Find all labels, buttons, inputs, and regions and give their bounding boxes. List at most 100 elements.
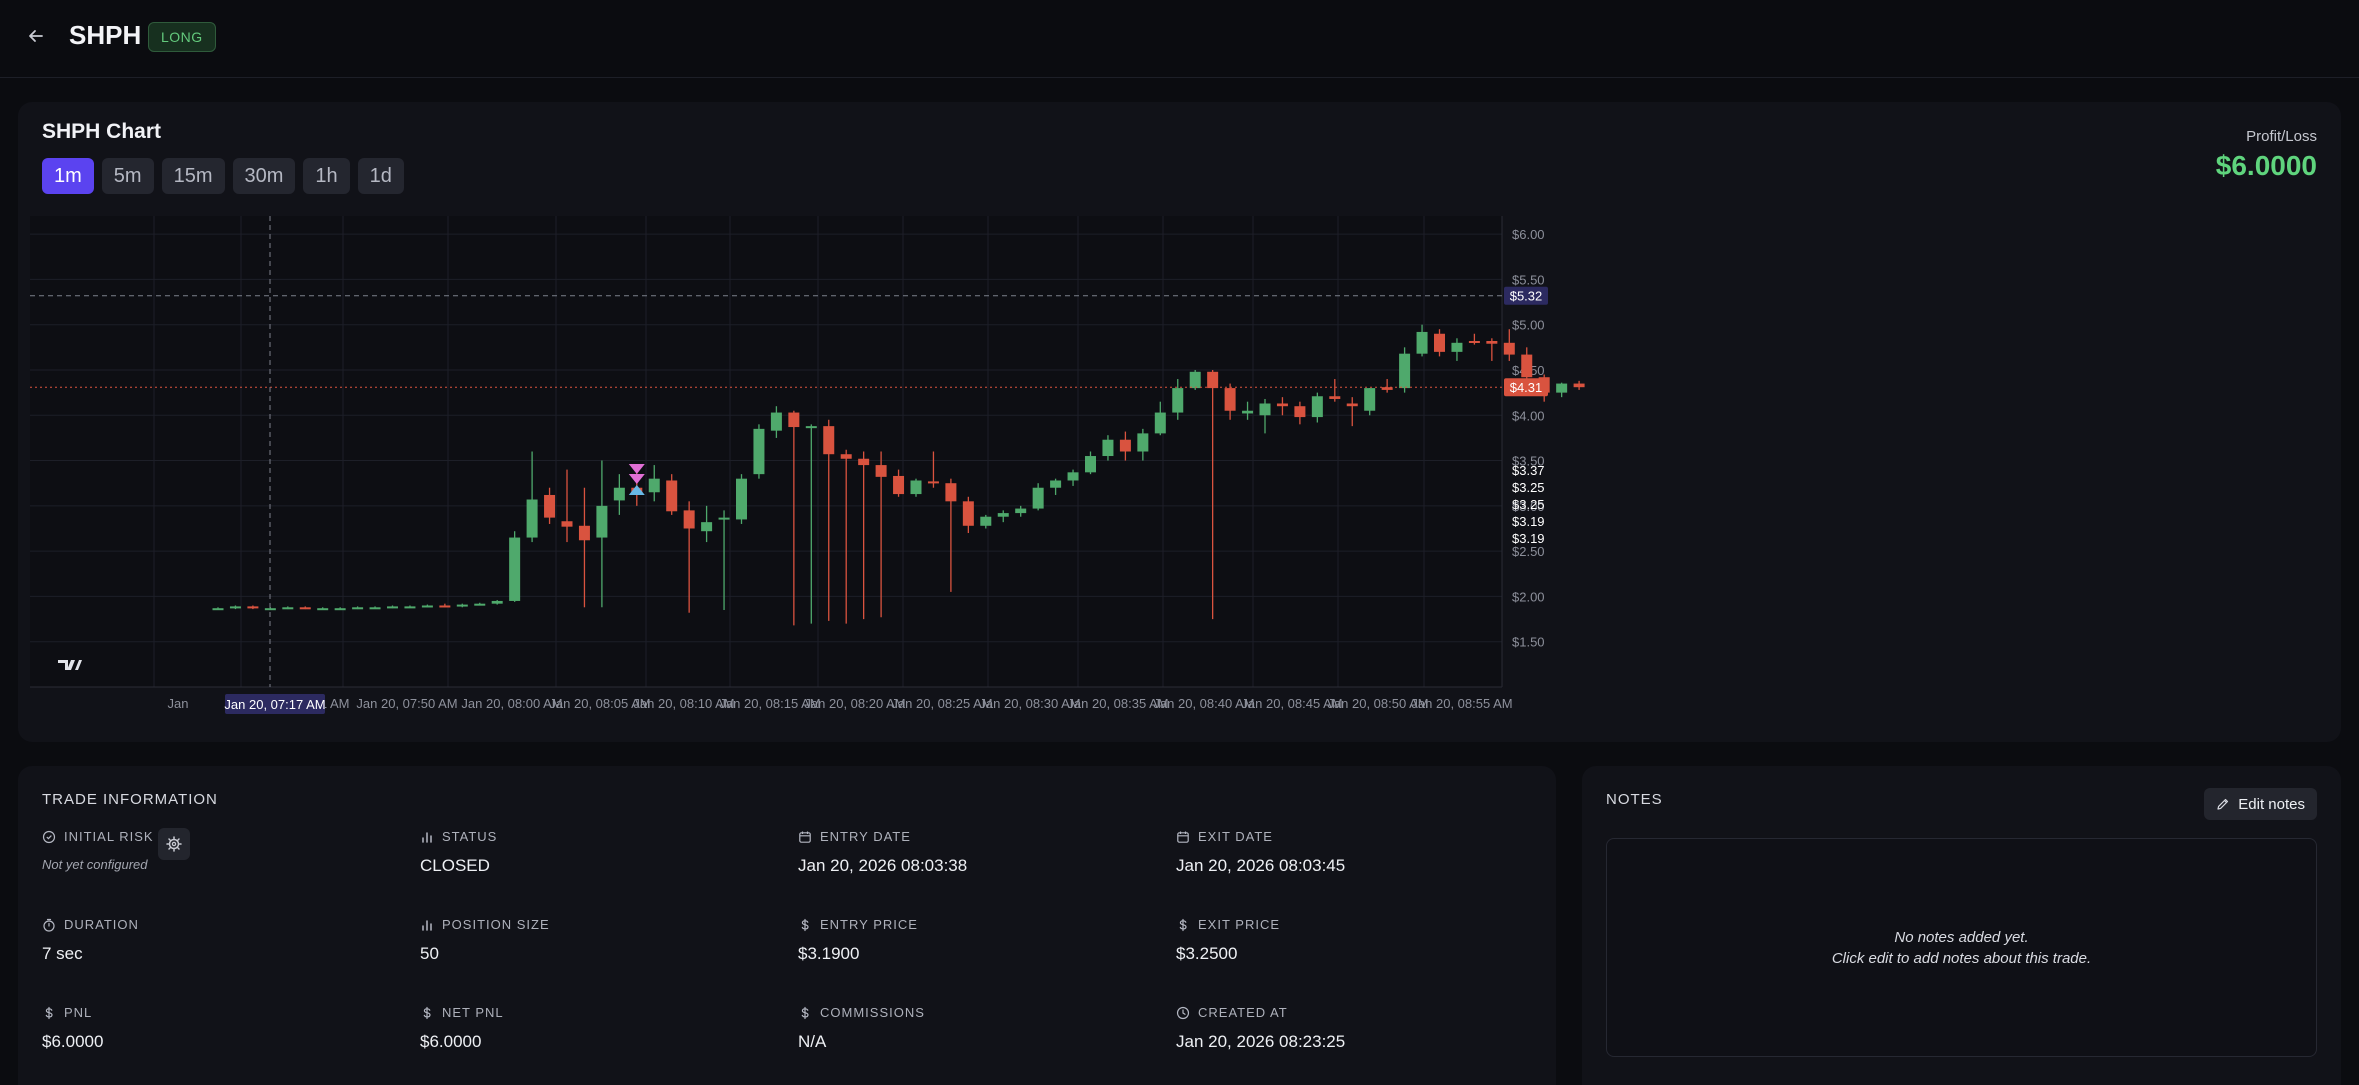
candle-body — [980, 516, 992, 526]
x-axis-tick-label: Jan 20, 08:45 AM — [1241, 696, 1342, 711]
x-axis-tick-label: Jan 20, 08:10 AM — [633, 696, 734, 711]
field-duration: DURATION 7 sec — [42, 917, 412, 964]
x-axis-tick-label: Jan 20, 07:50 AM — [356, 696, 457, 711]
trade-level-label: $3.25 — [1512, 480, 1545, 495]
y-axis-tick-label: $4.00 — [1512, 408, 1545, 423]
field-value-initial-risk: Not yet configured — [42, 857, 148, 872]
timeframe-button-15m[interactable]: 15m — [161, 158, 225, 194]
x-axis-tick-label: Jan 20, 08:20 AM — [804, 696, 905, 711]
candle-body — [1486, 340, 1498, 344]
timeframe-button-1d[interactable]: 1d — [357, 158, 404, 194]
chart-title: SHPH Chart — [42, 120, 162, 143]
x-axis-tick-label: Jan 20, 08:30 AM — [979, 696, 1080, 711]
field-label-commissions: COMMISSIONS — [798, 1005, 1168, 1020]
field-value-pnl: $6.0000 — [42, 1032, 104, 1051]
candle-body — [1381, 387, 1393, 390]
candle-body — [1172, 388, 1184, 413]
field-entry-price: ENTRY PRICE $3.1900 — [798, 917, 1168, 964]
calendar-icon — [1177, 831, 1189, 843]
candle-body — [1067, 472, 1079, 481]
field-label-pnl: PNL — [42, 1005, 412, 1020]
back-button[interactable] — [24, 24, 48, 48]
field-label-text: COMMISSIONS — [820, 1005, 925, 1020]
candle-body — [1119, 439, 1131, 452]
candle-body — [1259, 403, 1271, 416]
candle-body — [474, 603, 486, 606]
candle-body — [1137, 433, 1149, 452]
candlestick-chart[interactable]: $6.00$5.50$5.00$4.50$4.00$3.50$3.00$2.50… — [18, 102, 2341, 742]
candle-body — [805, 426, 817, 429]
candle-body — [683, 510, 695, 529]
y-axis-tick-label: $3.00 — [1512, 499, 1545, 514]
candle-body — [456, 604, 468, 607]
candle-body — [1189, 371, 1201, 389]
gear-icon — [166, 836, 182, 852]
timeframe-button-1m[interactable]: 1m — [42, 158, 94, 194]
candle-body — [1468, 340, 1480, 343]
candle-body — [701, 522, 713, 532]
candle-body — [1050, 480, 1062, 488]
profit-loss-value: $6.0000 — [2215, 150, 2317, 181]
field-label-exit-price: EXIT PRICE — [1176, 917, 1546, 932]
trade-information-panel: TRADE INFORMATION INITIAL RISK Not yet co… — [18, 766, 1556, 1085]
candle-body — [1573, 383, 1585, 388]
field-label-text: EXIT DATE — [1198, 829, 1273, 844]
candle-body — [1224, 388, 1236, 411]
field-value-position-size: 50 — [420, 944, 439, 963]
field-label-status: STATUS — [420, 829, 790, 844]
candle-body — [1451, 342, 1463, 352]
candle-body — [666, 480, 678, 512]
field-label-exit-date: EXIT DATE — [1176, 829, 1546, 844]
y-axis-tick-label: $6.00 — [1512, 227, 1545, 242]
candle-body — [421, 605, 433, 608]
timeframe-button-30m[interactable]: 30m — [232, 158, 296, 194]
notes-panel: NOTES Edit notes No notes added yet. Cli… — [1582, 766, 2341, 1085]
candle-body — [317, 608, 329, 611]
candle-body — [1416, 331, 1428, 354]
candle-body — [1364, 388, 1376, 411]
y-axis-tick-label: $3.50 — [1512, 454, 1545, 469]
field-value-status: CLOSED — [420, 856, 490, 875]
crosshair-price-label: $5.32 — [1510, 289, 1543, 304]
x-axis-tick-label: Jan 20, 08:50 AM — [1327, 696, 1428, 711]
timer-icon — [43, 918, 55, 932]
candle-body — [788, 412, 800, 428]
field-exit-price: EXIT PRICE $3.2500 — [1176, 917, 1546, 964]
field-label-text: CREATED AT — [1198, 1005, 1288, 1020]
y-axis-tick-label: $1.50 — [1512, 635, 1545, 650]
edit-notes-button[interactable]: Edit notes — [2204, 788, 2317, 820]
field-label-duration: DURATION — [42, 917, 412, 932]
field-label-initial-risk: INITIAL RISK — [42, 829, 412, 844]
candle-body — [823, 426, 835, 455]
candle-body — [404, 606, 416, 609]
bar-chart-icon — [422, 919, 432, 931]
configure-risk-button[interactable] — [158, 828, 190, 860]
last-price-badge — [1504, 378, 1548, 397]
dollar-icon — [423, 1006, 431, 1019]
notes-empty-hint: Click edit to add notes about this trade… — [1831, 949, 2092, 967]
timeframe-selector: 1m 5m 15m 30m 1h 1d — [42, 158, 404, 194]
field-status: STATUS CLOSED — [420, 829, 790, 876]
crosshair-price-badge — [1504, 286, 1548, 305]
candle-body — [387, 606, 398, 609]
candle-body — [229, 606, 241, 609]
notes-title: NOTES — [1606, 791, 1663, 808]
candle-body — [840, 454, 852, 459]
candle-body — [945, 483, 957, 502]
field-label-entry-price: ENTRY PRICE — [798, 917, 1168, 932]
timeframe-button-5m[interactable]: 5m — [101, 158, 154, 194]
timeframe-button-1h[interactable]: 1h — [303, 158, 350, 194]
field-label-text: DURATION — [64, 917, 139, 932]
field-exit-date: EXIT DATE Jan 20, 2026 08:03:45 — [1176, 829, 1546, 876]
entry-marker-icon — [628, 485, 645, 495]
field-net-pnl: NET PNL $6.0000 — [420, 1005, 790, 1052]
field-label-text: ENTRY PRICE — [820, 917, 918, 932]
exit-marker-icon — [628, 474, 645, 484]
candle-body — [491, 600, 503, 604]
field-value-duration: 7 sec — [42, 944, 83, 963]
x-axis-tick-label: Jan 20, 08:55 AM — [1411, 696, 1512, 711]
candle-body — [997, 513, 1009, 517]
candle-body — [1521, 354, 1533, 378]
field-value-created-at: Jan 20, 2026 08:23:25 — [1176, 1032, 1346, 1051]
candle-body — [1207, 371, 1219, 389]
